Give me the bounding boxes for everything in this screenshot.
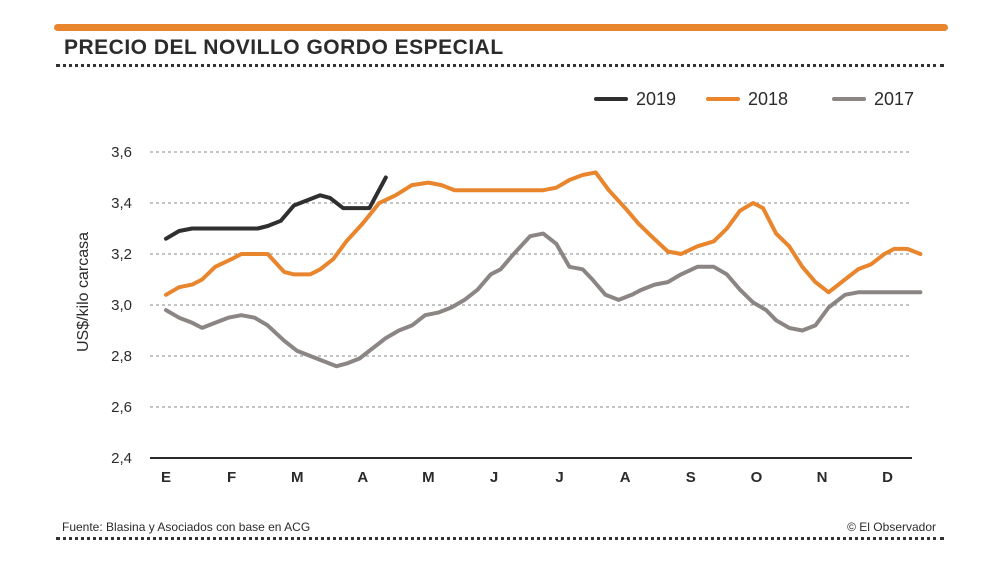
x-tick-label: O — [751, 469, 763, 486]
legend-label-2019: 2019 — [636, 89, 676, 109]
x-tick-label: F — [227, 469, 236, 486]
chart-title: PRECIO DEL NOVILLO GORDO ESPECIAL — [64, 36, 504, 59]
x-tick-label: E — [161, 469, 171, 486]
x-tick-label: S — [686, 469, 696, 486]
y-tick-label: 3,2 — [111, 246, 132, 263]
series-line-2019 — [164, 175, 388, 241]
top-accent-bar — [54, 24, 948, 31]
y-tick-label: 2,6 — [111, 399, 132, 416]
credit-note: © El Observador — [847, 520, 936, 534]
title-divider — [56, 64, 944, 67]
x-tick-label: N — [817, 469, 828, 486]
series-line-2017 — [164, 231, 923, 369]
y-tick-label: 2,8 — [111, 348, 132, 365]
legend-label-2017: 2017 — [874, 89, 914, 109]
x-tick-label: M — [291, 469, 304, 486]
footer-divider — [56, 537, 944, 540]
x-tick-label: J — [490, 469, 498, 486]
series-line-2018 — [164, 170, 923, 297]
legend-label-2018: 2018 — [748, 89, 788, 109]
y-tick-label: 3,6 — [111, 144, 132, 161]
source-note: Fuente: Blasina y Asociados con base en … — [62, 520, 311, 534]
x-tick-label: D — [882, 469, 893, 486]
x-tick-label: J — [555, 469, 563, 486]
x-tick-label: M — [422, 469, 435, 486]
y-tick-label: 2,4 — [111, 450, 132, 467]
x-tick-label: A — [620, 469, 631, 486]
y-axis-label: US$/kilo carcasa — [75, 232, 92, 352]
x-tick-label: A — [357, 469, 368, 486]
y-tick-label: 3,0 — [111, 297, 132, 314]
y-tick-label: 3,4 — [111, 195, 132, 212]
